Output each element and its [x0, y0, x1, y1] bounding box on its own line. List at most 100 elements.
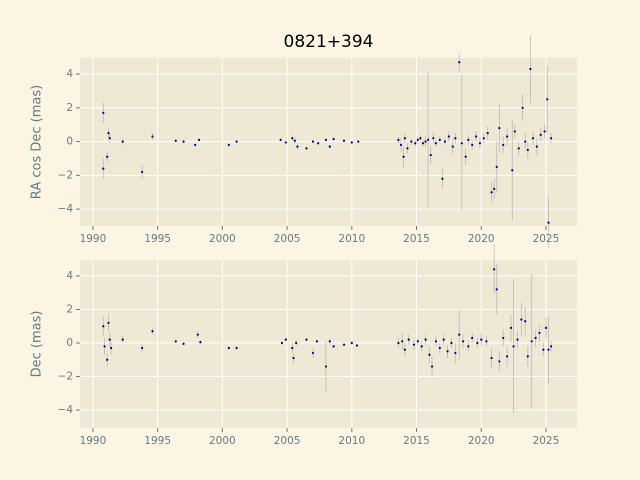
data-point — [451, 145, 454, 148]
data-point — [512, 345, 515, 348]
data-point — [106, 358, 109, 361]
data-point — [526, 355, 529, 358]
data-point — [235, 140, 238, 143]
data-point — [103, 345, 106, 348]
data-point — [467, 345, 470, 348]
data-point — [441, 177, 444, 180]
y-tick-label: −4 — [58, 203, 74, 215]
data-point — [427, 138, 430, 141]
data-point — [141, 170, 144, 174]
data-point — [526, 148, 529, 152]
y-axis-label: Dec (mas) — [30, 311, 45, 378]
data-point — [106, 155, 109, 158]
data-point — [498, 126, 501, 130]
data-point — [471, 336, 474, 340]
data-point — [121, 338, 124, 341]
data-point — [407, 338, 410, 341]
data-point — [403, 348, 406, 351]
data-point — [524, 140, 527, 143]
x-tick-label: 2015 — [403, 435, 430, 447]
data-point — [531, 137, 535, 140]
data-point — [546, 98, 549, 101]
data-point — [416, 138, 419, 141]
data-point — [328, 340, 331, 343]
data-point — [462, 340, 465, 343]
data-point — [454, 351, 457, 355]
data-point — [502, 143, 505, 147]
data-point — [197, 138, 201, 141]
x-tick-label: 2010 — [338, 435, 365, 447]
data-point — [454, 137, 457, 140]
data-point — [521, 106, 524, 109]
data-point — [296, 145, 299, 148]
y-tick-label: 0 — [66, 337, 73, 349]
data-point — [284, 141, 287, 144]
x-tick-label: 2025 — [533, 233, 560, 245]
data-point — [402, 155, 405, 158]
data-point — [428, 353, 431, 356]
data-point — [311, 140, 315, 143]
data-point — [550, 137, 553, 140]
data-point — [416, 340, 419, 343]
data-point — [424, 338, 427, 341]
data-point — [397, 341, 400, 345]
y-tick-label: −2 — [58, 371, 73, 383]
data-point — [227, 143, 230, 147]
data-point — [529, 67, 532, 71]
data-point — [151, 135, 154, 138]
data-point — [328, 145, 331, 148]
data-point — [397, 138, 400, 141]
data-point — [350, 341, 353, 345]
plot-area — [80, 260, 577, 428]
data-point — [443, 140, 447, 143]
data-point — [550, 345, 553, 348]
data-point — [102, 325, 105, 328]
x-tick-label: 2020 — [468, 233, 495, 245]
data-point — [107, 321, 110, 324]
data-point — [410, 140, 413, 143]
data-point — [315, 340, 318, 343]
x-tick-label: 2000 — [209, 435, 236, 447]
data-point — [450, 341, 453, 345]
data-point — [332, 137, 335, 141]
x-tick-label: 1995 — [144, 435, 171, 447]
data-point — [107, 132, 110, 135]
data-point — [102, 111, 105, 114]
data-point — [174, 340, 177, 343]
data-point — [476, 341, 479, 345]
data-point — [280, 341, 284, 345]
data-point — [516, 338, 519, 341]
data-point — [401, 340, 404, 343]
data-point — [438, 138, 441, 141]
data-point — [235, 346, 238, 350]
data-point — [535, 145, 538, 148]
data-point — [174, 139, 177, 142]
data-point — [342, 343, 346, 346]
data-point — [279, 138, 282, 141]
data-point — [547, 348, 550, 351]
x-tick-label: 2010 — [338, 233, 365, 245]
data-point — [511, 169, 514, 172]
y-tick-label: 2 — [66, 303, 73, 315]
data-point — [121, 140, 124, 143]
data-point — [539, 133, 542, 136]
data-point — [544, 326, 548, 330]
data-point — [434, 340, 438, 343]
data-point — [317, 142, 320, 145]
data-point — [182, 140, 185, 143]
data-point — [506, 135, 509, 138]
data-point — [284, 338, 287, 341]
data-point — [311, 351, 315, 355]
y-tick-label: 4 — [66, 68, 73, 80]
data-point — [151, 330, 154, 333]
data-point — [141, 346, 144, 350]
data-point — [482, 137, 485, 140]
chart-title: 0821+394 — [284, 32, 374, 52]
data-point — [547, 221, 550, 224]
data-point — [414, 142, 417, 145]
data-point — [442, 338, 445, 341]
x-tick-label: 2020 — [468, 435, 495, 447]
x-tick-label: 2005 — [274, 233, 301, 245]
data-point — [199, 341, 202, 344]
